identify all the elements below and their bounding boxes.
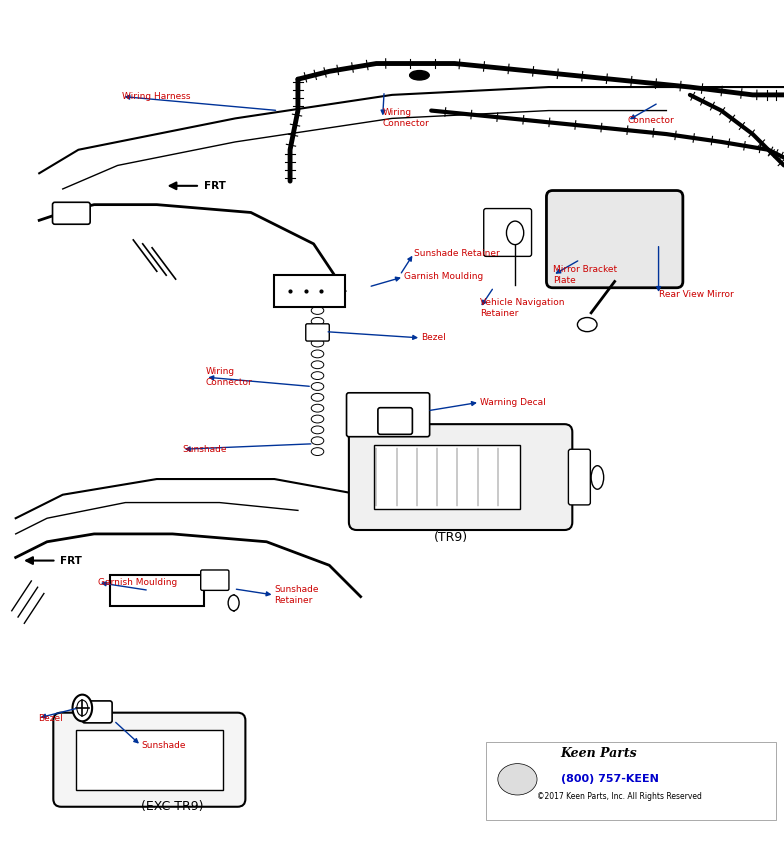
- Text: Connector: Connector: [627, 117, 674, 125]
- Text: Sunshade: Sunshade: [182, 445, 227, 454]
- FancyBboxPatch shape: [53, 202, 90, 225]
- Ellipse shape: [506, 221, 524, 245]
- Ellipse shape: [591, 466, 604, 489]
- Text: (EXC TR9): (EXC TR9): [141, 800, 204, 813]
- Text: (TR9): (TR9): [434, 531, 468, 544]
- Text: FRT: FRT: [204, 181, 226, 191]
- FancyBboxPatch shape: [568, 449, 590, 505]
- Text: ©2017 Keen Parts, Inc. All Rights Reserved: ©2017 Keen Parts, Inc. All Rights Reserv…: [537, 792, 702, 801]
- Ellipse shape: [228, 595, 239, 611]
- FancyBboxPatch shape: [546, 191, 683, 288]
- FancyBboxPatch shape: [76, 730, 223, 790]
- Text: Bezel: Bezel: [421, 334, 446, 342]
- FancyBboxPatch shape: [484, 208, 532, 257]
- Text: Garnish Moulding: Garnish Moulding: [404, 272, 483, 282]
- Text: FRT: FRT: [60, 556, 82, 566]
- FancyBboxPatch shape: [374, 445, 520, 509]
- FancyBboxPatch shape: [378, 408, 412, 435]
- Text: Vehicle Navigation
Retainer: Vehicle Navigation Retainer: [480, 298, 564, 318]
- Text: Wiring
Connector: Wiring Connector: [383, 108, 430, 129]
- FancyBboxPatch shape: [53, 713, 245, 807]
- Text: Mirror Bracket
Plate: Mirror Bracket Plate: [553, 265, 617, 285]
- Ellipse shape: [498, 764, 537, 795]
- Polygon shape: [274, 276, 345, 307]
- Ellipse shape: [409, 71, 430, 80]
- FancyBboxPatch shape: [306, 324, 329, 341]
- Text: Sunshade
Retainer: Sunshade Retainer: [274, 585, 319, 605]
- Ellipse shape: [72, 695, 93, 721]
- FancyBboxPatch shape: [347, 393, 430, 436]
- Text: Sunshade: Sunshade: [141, 741, 186, 750]
- Text: Wiring Harness: Wiring Harness: [122, 92, 190, 101]
- Text: Bezel: Bezel: [38, 714, 63, 722]
- FancyBboxPatch shape: [201, 570, 229, 590]
- FancyBboxPatch shape: [349, 424, 572, 530]
- Text: Keen Parts: Keen Parts: [561, 747, 637, 760]
- Text: Wiring
Connector: Wiring Connector: [205, 367, 252, 387]
- FancyBboxPatch shape: [82, 701, 112, 723]
- Text: Garnish Moulding: Garnish Moulding: [98, 578, 177, 587]
- Text: Sunshade Retainer: Sunshade Retainer: [414, 249, 499, 257]
- Polygon shape: [110, 575, 204, 606]
- Text: Warning Decal: Warning Decal: [480, 397, 546, 407]
- Ellipse shape: [577, 318, 597, 332]
- Text: (800) 757-KEEN: (800) 757-KEEN: [561, 774, 659, 785]
- Text: Rear View Mirror: Rear View Mirror: [659, 290, 733, 299]
